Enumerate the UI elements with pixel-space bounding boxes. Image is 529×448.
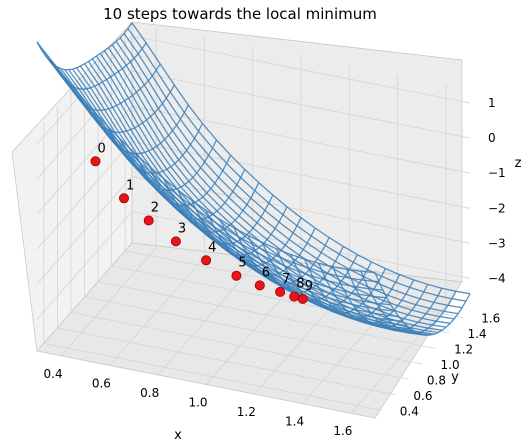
back-pane (132, 22, 462, 282)
z-tick-label: −4 (488, 271, 506, 285)
descent-point (232, 271, 241, 280)
descent-point (171, 237, 180, 246)
y-tick-label: 1.4 (468, 327, 487, 341)
z-tick-label: 1 (488, 96, 496, 110)
x-tick (156, 375, 158, 380)
x-tick (59, 356, 61, 361)
x-tick-label: 1.2 (237, 405, 256, 419)
chart-title: 10 steps towards the local minimum (103, 5, 377, 23)
descent-point (298, 294, 307, 303)
step-label: 7 (282, 272, 290, 287)
y-tick (423, 364, 429, 365)
z-tick-label: −3 (488, 236, 506, 250)
x-tick-label: 1.0 (188, 396, 207, 410)
step-label: 9 (305, 279, 313, 294)
step-label: 3 (178, 221, 186, 236)
y-tick-label: 0.4 (400, 404, 419, 418)
descent-point (276, 287, 285, 296)
y-tick (382, 410, 388, 411)
y-tick-label: 0.6 (413, 389, 432, 403)
y-axis-label: y (451, 370, 459, 385)
y-tick (450, 333, 456, 334)
z-axis-ticks: 1 0 −1 −2 −3 −4 (470, 96, 506, 285)
x-axis-label: x (174, 428, 182, 443)
y-tick-label: 1.2 (454, 343, 473, 357)
step-label: 4 (208, 240, 216, 255)
y-tick-label: 0.8 (427, 373, 446, 387)
x-tick-label: 0.6 (92, 376, 111, 390)
step-label: 0 (98, 141, 106, 156)
x-tick (349, 413, 351, 418)
y-tick (409, 379, 415, 380)
descent-point (202, 256, 211, 265)
x-tick (252, 394, 254, 399)
x-tick-label: 0.8 (140, 386, 159, 400)
x-tick (204, 385, 206, 390)
z-axis-label: z (515, 156, 522, 171)
descent-point (91, 157, 100, 166)
x-tick-label: 1.6 (333, 424, 352, 438)
z-tick-label: −2 (488, 201, 506, 215)
step-label: 6 (262, 265, 270, 280)
descent-point (255, 281, 264, 290)
descent-point (290, 292, 299, 301)
x-tick-label: 1.4 (285, 415, 304, 429)
y-tick-label: 1.6 (481, 312, 500, 326)
z-tick-label: 0 (488, 131, 496, 145)
x-tick (107, 365, 109, 370)
x-tick (301, 404, 303, 409)
step-label: 2 (151, 201, 159, 216)
step-label: 5 (238, 256, 246, 271)
y-tick (395, 395, 401, 396)
x-tick-label: 0.4 (44, 367, 63, 381)
step-label: 8 (296, 277, 304, 292)
step-label: 1 (126, 178, 134, 193)
y-tick (436, 349, 442, 350)
descent-point (144, 216, 153, 225)
y-tick (463, 318, 469, 319)
descent-point (119, 194, 128, 203)
z-tick-label: −1 (488, 166, 506, 180)
